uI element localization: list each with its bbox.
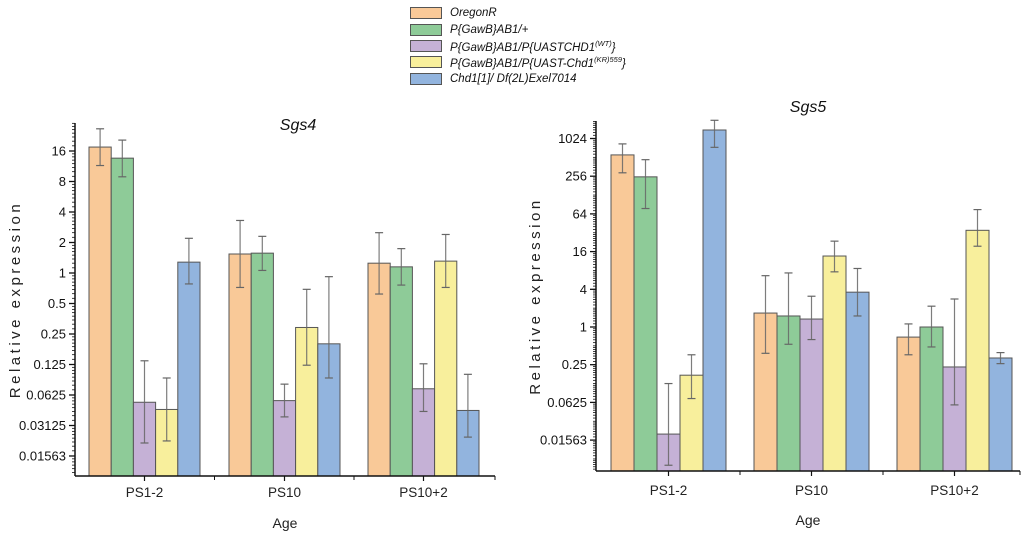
x-tick-label: PS1-2 (650, 483, 688, 498)
bar (250, 252, 274, 477)
legend-item: OregonR (410, 5, 626, 21)
legend-label: P{GawB}AB1/P{UAST-Chd1(KR)559} (450, 54, 626, 70)
y-tick-label: 1 (59, 266, 66, 281)
y-tick-label: 64 (573, 206, 587, 221)
legend-item: P{GawB}AB1/+ (410, 21, 626, 37)
x-tick-label: PS1-2 (126, 485, 164, 500)
y-tick-label: 0.0625 (547, 395, 587, 410)
y-tick-label: 2 (59, 235, 66, 250)
x-tick-label: PS10 (268, 485, 301, 500)
y-tick-label: 256 (565, 169, 587, 184)
bar (845, 291, 870, 472)
y-tick-label: 0.03125 (19, 418, 66, 433)
bar (896, 336, 921, 472)
legend-swatch (410, 56, 442, 69)
x-tick-label: PS10 (795, 483, 828, 498)
bar (799, 318, 824, 472)
legend-item: P{GawB}AB1/P{UAST-Chd1(KR)559} (410, 54, 626, 70)
legend-item: P{GawB}AB1/P{UASTCHD1(WT)} (410, 38, 626, 54)
x-tick-label: PS10+2 (399, 485, 447, 500)
bar (988, 357, 1013, 472)
legend-label: P{GawB}AB1/P{UASTCHD1(WT)} (450, 38, 616, 54)
bar (367, 262, 391, 477)
chart-sgs5: Sgs5 Relative expression 1024 256 64 16 4 1 0.25… (527, 99, 1021, 528)
y-tick-label: 0.25 (41, 327, 66, 342)
legend-label: P{GawB}AB1/+ (450, 23, 529, 36)
bar (633, 176, 658, 472)
y-tick-label: 8 (59, 174, 66, 189)
legend: OregonR P{GawB}AB1/+ P{GawB}AB1/P{UASTCHD1… (410, 5, 626, 87)
bar (434, 260, 458, 477)
x-axis-title: Age (273, 515, 298, 531)
y-axis-title: Relative expression (527, 197, 544, 394)
legend-swatch (410, 72, 442, 85)
legend-swatch (410, 23, 442, 36)
y-tick-label: 0.0625 (26, 388, 66, 403)
bar (822, 255, 847, 472)
y-tick-label: 0.5 (48, 296, 66, 311)
bar (919, 326, 944, 472)
legend-label: Chd1[1]/ Df(2L)Exel7014 (450, 72, 577, 85)
legend-item: Chd1[1]/ Df(2L)Exel7014 (410, 71, 626, 87)
x-tick-label: PS10+2 (930, 483, 978, 498)
y-tick-label: 0.125 (33, 357, 66, 372)
y-tick-label: 4 (580, 282, 587, 297)
chart-title: Sgs5 (790, 99, 827, 116)
chart-title: Sgs4 (280, 117, 317, 134)
y-tick-label: 1 (580, 320, 587, 335)
chart-sgs4: Sgs4 Relative expression 16 8 4 2 1 0.5 0.25 0.12… (7, 117, 496, 531)
bar (965, 229, 990, 472)
y-tick-label: 0.01563 (540, 433, 587, 448)
bar (389, 266, 413, 477)
x-axis-title: Age (796, 512, 821, 528)
bar (702, 129, 727, 472)
bar (88, 146, 112, 477)
y-tick-label: 0.01563 (19, 448, 66, 463)
bar (110, 157, 134, 477)
y-tick-label: 16 (52, 144, 66, 159)
bar (610, 154, 635, 472)
y-tick-label: 4 (59, 205, 66, 220)
y-tick-label: 1024 (558, 131, 587, 146)
legend-swatch (410, 7, 442, 20)
y-tick-label: 0.25 (562, 357, 587, 372)
legend-label: OregonR (450, 7, 497, 20)
y-axis-title: Relative expression (7, 201, 24, 398)
bar (177, 261, 201, 477)
legend-swatch (410, 39, 442, 52)
y-tick-label: 16 (573, 244, 587, 259)
